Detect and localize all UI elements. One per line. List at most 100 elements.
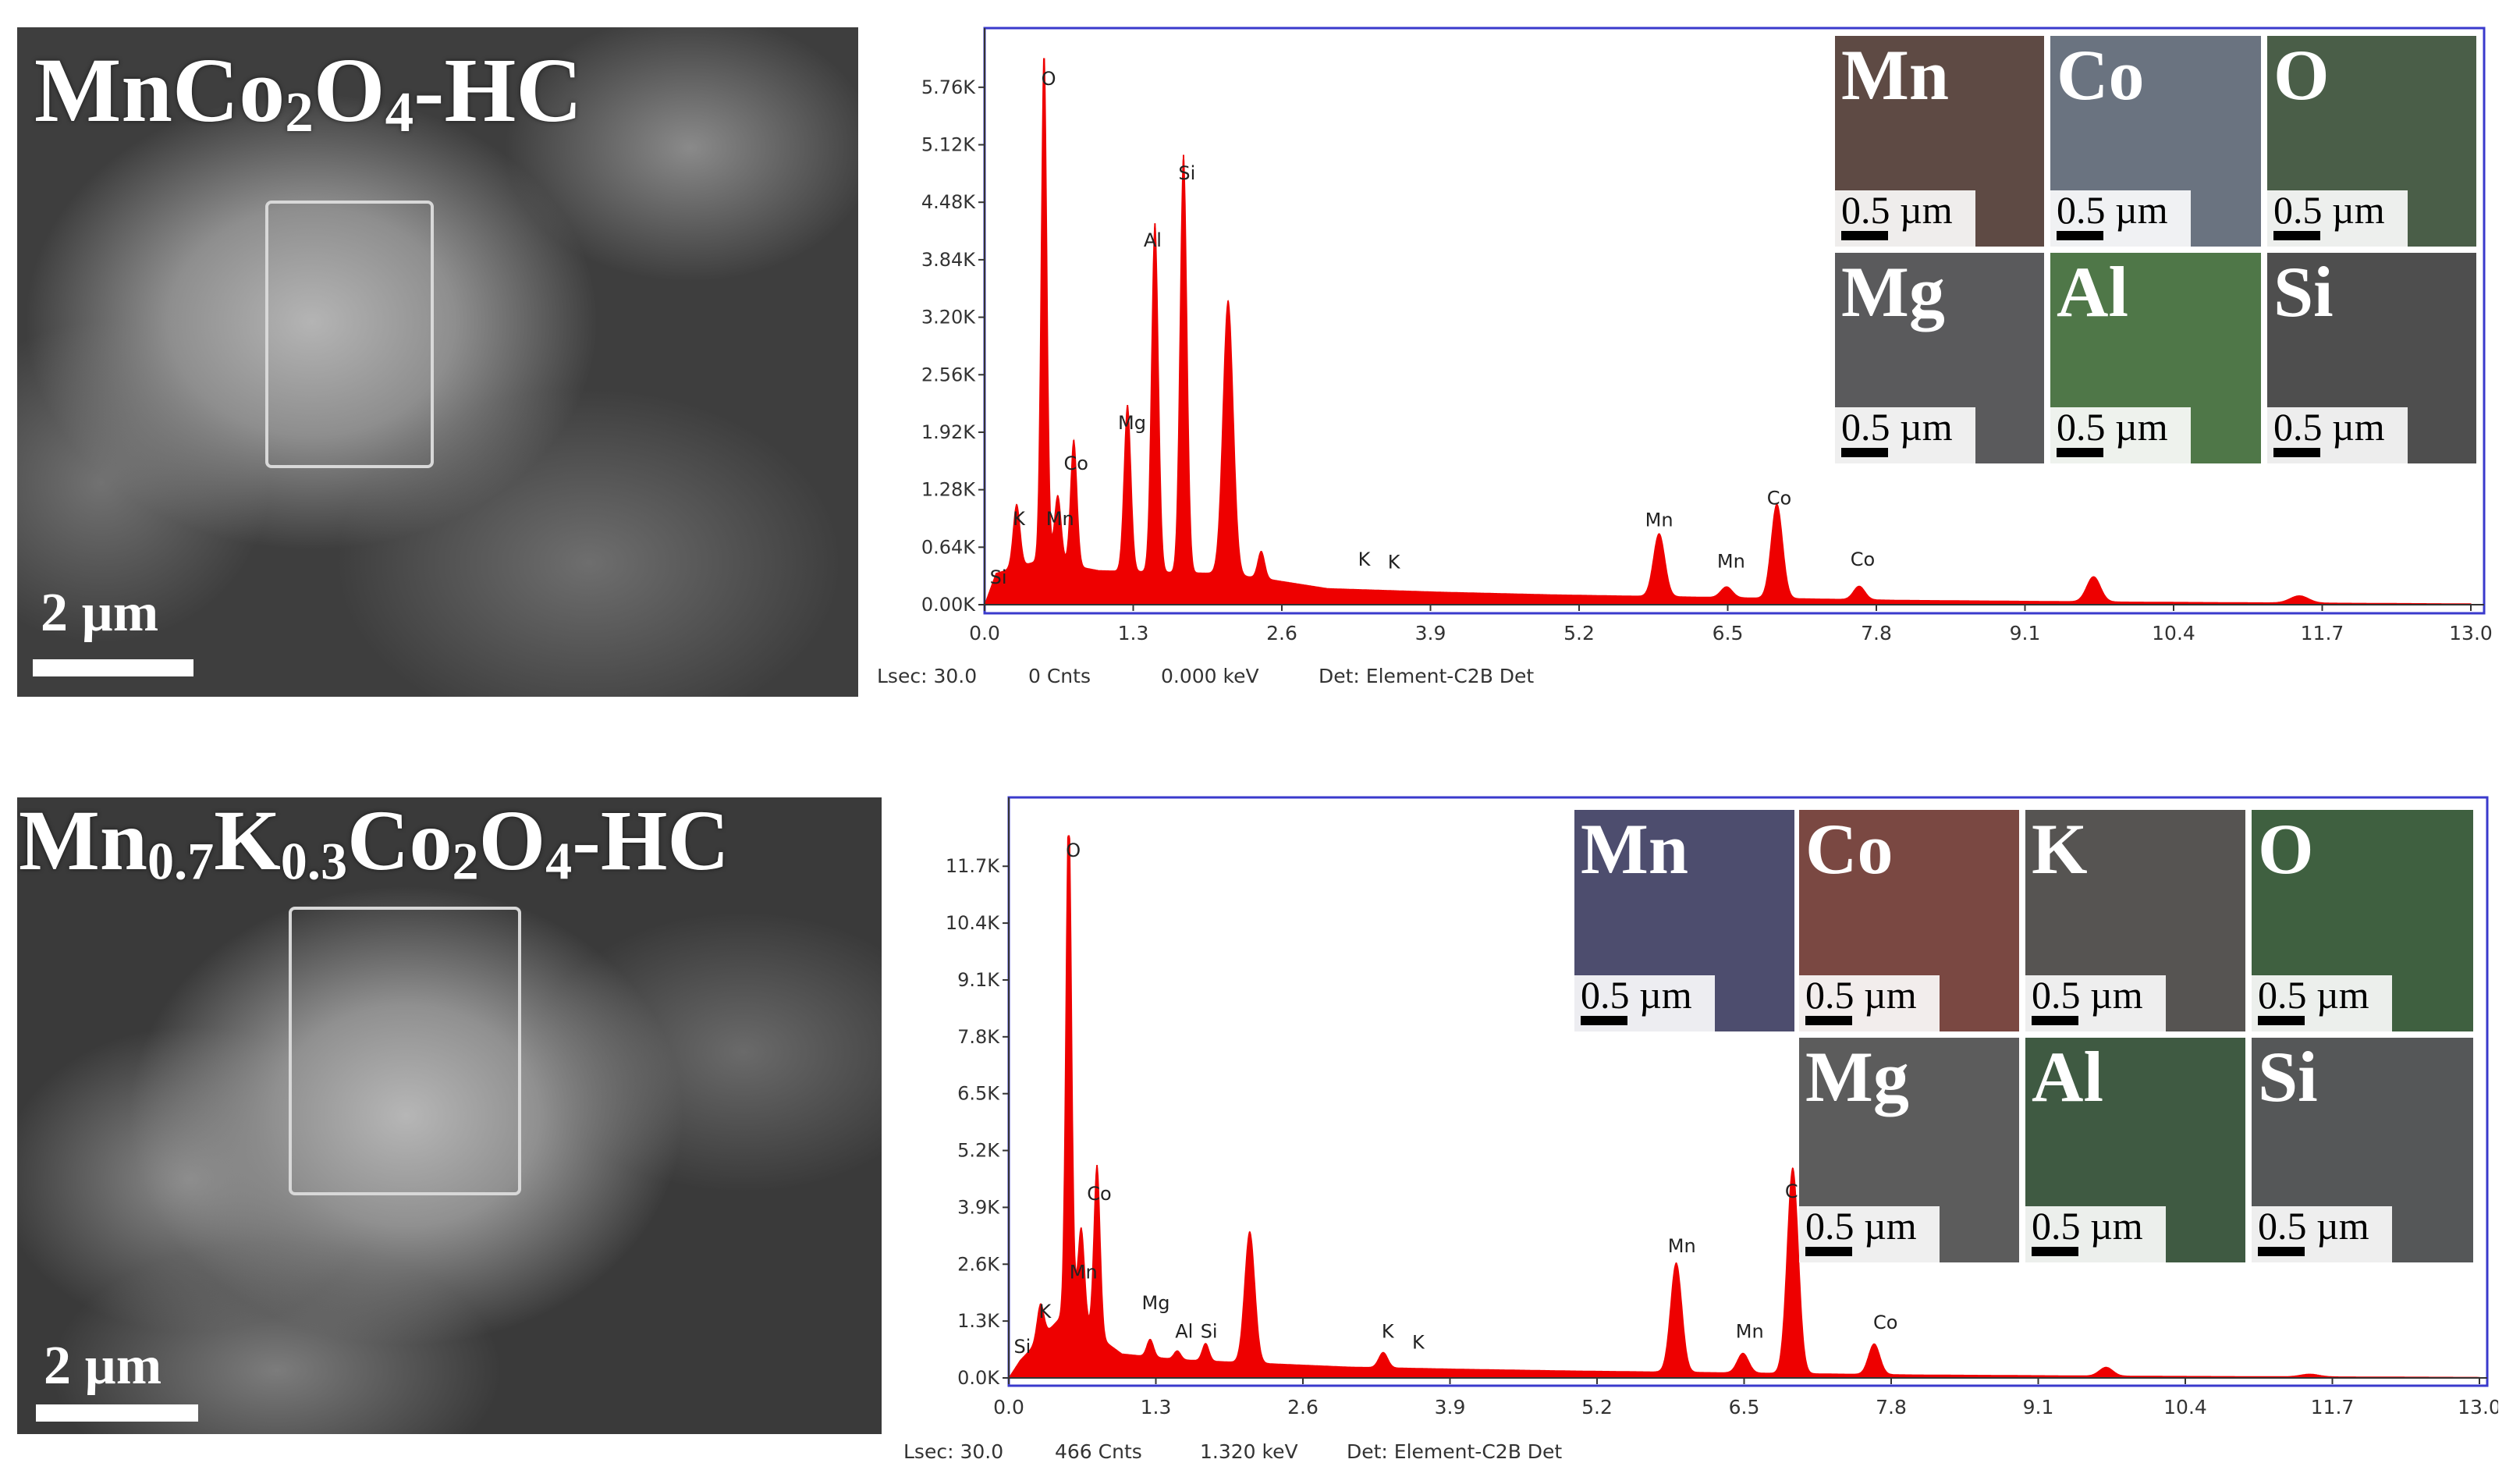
y-tick-label: 10.4K: [946, 912, 1000, 934]
y-tick-label: 2.6K: [957, 1253, 1000, 1275]
spectrum-area: [984, 58, 2472, 605]
map-element-label: Al: [2057, 253, 2128, 332]
x-tick-label: 13.0: [2458, 1396, 2498, 1418]
peak-label-al: Al: [1144, 229, 1162, 251]
peak-label-k: K: [1412, 1331, 1425, 1353]
map-element-label: Co: [2057, 36, 2145, 115]
map-scale-label: 0.5 µm: [1581, 973, 1692, 1017]
y-tick-label: 1.3K: [957, 1310, 1000, 1332]
map-scale-bar: [1841, 231, 1888, 240]
peak-label-k: K: [1039, 1301, 1052, 1323]
y-tick-label: 11.7K: [946, 855, 1000, 877]
map-scale-label: 0.5 µm: [2057, 188, 2168, 232]
map-scale-bar: [1805, 1016, 1852, 1025]
peak-label-si: Si: [1178, 162, 1195, 184]
y-tick-label: 1.92K: [921, 421, 976, 443]
y-tick-label: 5.2K: [957, 1140, 1000, 1162]
map-scale-label: 0.5 µm: [1841, 188, 1953, 232]
y-tick-label: 2.56K: [921, 364, 976, 385]
y-tick-label: 3.84K: [921, 249, 976, 271]
sem-scale-bar: [36, 1404, 198, 1422]
map-element-label: Co: [1805, 810, 1894, 889]
map-tile-mg[interactable]: Mg 0.5 µm: [1835, 253, 2044, 463]
map-scale-label: 0.5 µm: [2032, 973, 2143, 1017]
map-element-label: Si: [2258, 1038, 2318, 1117]
map-scale-label: 0.5 µm: [1841, 405, 1953, 449]
map-scale-label: 0.5 µm: [2258, 1204, 2369, 1248]
sem-title-bottom: Mn0.7K0.3Co2O4-HC: [19, 797, 729, 891]
panel-bottom: Mn0.7K0.3Co2O4-HC 2 µm 0.0K 1.3K 2.6K 3.9K 5…: [0, 749, 2520, 1477]
peak-label-mn: Mn: [1046, 508, 1074, 530]
map-tile-co[interactable]: Co 0.5 µm: [2050, 36, 2261, 247]
spectrum-area: [1008, 835, 2480, 1379]
status-detector: Det: Element-C2B Det: [1347, 1440, 1563, 1463]
map-scale-bar: [2057, 231, 2103, 240]
map-tile-co[interactable]: Co 0.5 µm: [1799, 810, 2019, 1031]
peak-label-si: Si: [1013, 1336, 1031, 1358]
map-element-label: O: [2273, 36, 2330, 115]
map-scale-label: 0.5 µm: [2258, 973, 2369, 1017]
map-scale-label: 0.5 µm: [1805, 1204, 1917, 1248]
map-scale-bar: [1581, 1016, 1627, 1025]
map-tile-o[interactable]: O 0.5 µm: [2252, 810, 2473, 1031]
status-detector: Det: Element-C2B Det: [1319, 665, 1535, 687]
map-element-label: Al: [2032, 1038, 2103, 1117]
peak-label-co: Co: [1064, 453, 1088, 474]
peak-label-k: K: [1388, 551, 1401, 573]
y-tick-label: 0.00K: [921, 594, 976, 616]
map-scale-label: 0.5 µm: [2273, 405, 2385, 449]
y-tick-label: 6.5K: [957, 1083, 1000, 1105]
map-tile-al[interactable]: Al 0.5 µm: [2025, 1038, 2245, 1262]
x-tick-label: 5.2: [1581, 1396, 1613, 1418]
map-element-label: O: [2258, 810, 2314, 889]
map-scale-bar: [2032, 1247, 2078, 1256]
y-tick-label: 5.12K: [921, 134, 976, 156]
peak-label-co: Co: [1087, 1183, 1111, 1205]
x-tick-label: 2.6: [1266, 622, 1297, 644]
map-scale-bar: [2258, 1247, 2305, 1256]
map-scale-bar: [2258, 1016, 2305, 1025]
peak-label-co: Co: [1767, 488, 1791, 509]
map-tile-si[interactable]: Si 0.5 µm: [2267, 253, 2476, 463]
x-tick-label: 3.9: [1415, 622, 1446, 644]
x-tick-label: 6.5: [1713, 622, 1744, 644]
x-tick-label: 0.0: [993, 1396, 1024, 1418]
map-tile-si[interactable]: Si 0.5 µm: [2252, 1038, 2473, 1262]
peak-label-si: Si: [990, 566, 1007, 588]
map-element-label: K: [2032, 810, 2088, 889]
map-scale-bar: [2057, 448, 2103, 457]
sem-image-bottom: Mn0.7K0.3Co2O4-HC 2 µm: [17, 797, 882, 1434]
y-tick-label: 7.8K: [957, 1026, 1000, 1048]
peak-label-mn: Mn: [1736, 1320, 1764, 1342]
map-scale-label: 0.5 µm: [2057, 405, 2168, 449]
status-kev: 1.320 keV: [1200, 1440, 1298, 1463]
y-tick-label: 4.48K: [921, 191, 976, 213]
sem-selection-box[interactable]: [265, 201, 434, 468]
map-scale-label: 0.5 µm: [1805, 973, 1917, 1017]
map-tile-k[interactable]: K 0.5 µm: [2025, 810, 2245, 1031]
peak-label-co: Co: [1851, 549, 1875, 570]
map-tile-mn[interactable]: Mn 0.5 µm: [1835, 36, 2044, 247]
x-tick-label: 1.3: [1118, 622, 1149, 644]
sem-scale-label: 2 µm: [41, 583, 159, 643]
x-tick-label: 0.0: [969, 622, 1000, 644]
y-tick-label: 0.0K: [957, 1367, 1000, 1389]
map-tile-o[interactable]: O 0.5 µm: [2267, 36, 2476, 247]
peak-label-k: K: [1382, 1320, 1395, 1342]
sem-selection-box[interactable]: [289, 907, 521, 1195]
x-tick-label: 6.5: [1729, 1396, 1760, 1418]
map-tile-mn[interactable]: Mn 0.5 µm: [1574, 810, 1794, 1031]
x-tick-label: 13.0: [2449, 622, 2493, 644]
map-tile-al[interactable]: Al 0.5 µm: [2050, 253, 2261, 463]
peak-label-mn: Mn: [1717, 550, 1745, 572]
peak-label-mn: Mn: [1668, 1235, 1696, 1257]
x-tick-label: 1.3: [1141, 1396, 1172, 1418]
map-scale-bar: [2273, 231, 2320, 240]
x-tick-label: 10.4: [2152, 622, 2195, 644]
sem-title-top: MnCo2O4-HC: [34, 39, 583, 144]
peak-label-mg: Mg: [1118, 412, 1146, 434]
map-tile-mg[interactable]: Mg 0.5 µm: [1799, 1038, 2019, 1262]
map-scale-label: 0.5 µm: [2032, 1204, 2143, 1248]
status-kev: 0.000 keV: [1161, 665, 1259, 687]
map-scale-bar: [2273, 448, 2320, 457]
